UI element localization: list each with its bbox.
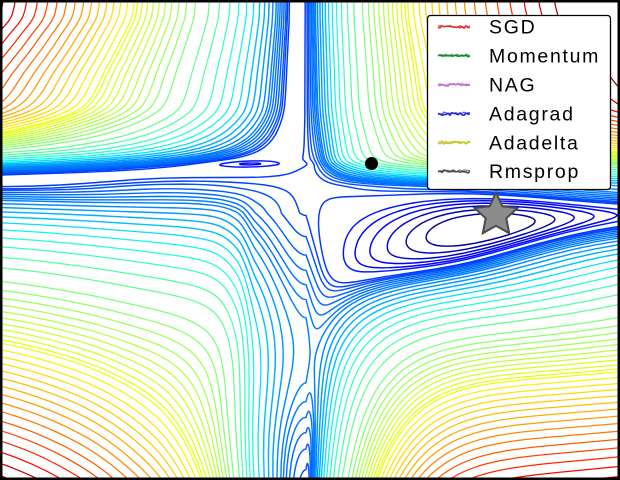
svg-text:Adadelta: Adadelta — [489, 132, 580, 154]
svg-text:NAG: NAG — [489, 75, 536, 97]
svg-text:Momentum: Momentum — [489, 46, 600, 68]
svg-text:Adagrad: Adagrad — [489, 104, 575, 126]
svg-text:SGD: SGD — [489, 17, 536, 39]
svg-text:Rmsprop: Rmsprop — [489, 161, 580, 183]
